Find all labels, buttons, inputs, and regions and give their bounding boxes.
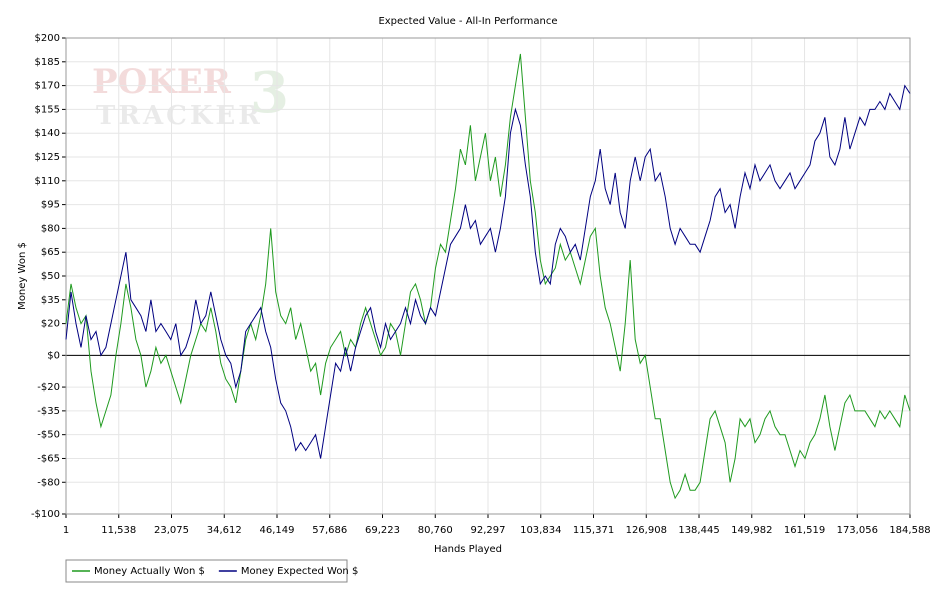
y-tick-label: $140 (35, 128, 60, 139)
legend: Money Actually Won $ Money Expected Won $ (65, 559, 358, 583)
y-tick-label: $200 (35, 33, 60, 44)
chart-title: Expected Value - All-In Performance (378, 16, 557, 27)
y-tick-label: -$65 (37, 453, 60, 464)
legend-label: Money Actually Won $ (94, 566, 205, 577)
x-tick-label: 115,371 (573, 525, 614, 536)
x-tick-label: 184,588 (889, 525, 930, 536)
y-tick-label: -$35 (37, 406, 60, 417)
x-tick-label: 92,297 (471, 525, 506, 536)
x-tick-label: 126,908 (626, 525, 667, 536)
y-tick-label: -$100 (31, 509, 60, 520)
y-tick-label: -$50 (37, 430, 60, 441)
y-tick-label: -$20 (37, 382, 60, 393)
x-tick-label: 34,612 (207, 525, 242, 536)
y-tick-label: $20 (41, 319, 60, 330)
y-tick-label: $35 (41, 295, 60, 306)
x-tick-label: 69,223 (365, 525, 400, 536)
x-tick-label: 23,075 (154, 525, 189, 536)
x-tick-label: 173,056 (837, 525, 878, 536)
y-tick-label: $185 (35, 57, 60, 68)
watermark-text: TRACKER (96, 101, 263, 131)
legend-label: Money Expected Won $ (241, 566, 358, 577)
x-tick-label: 57,686 (312, 525, 347, 536)
watermark-mark: 3 (250, 60, 289, 126)
x-tick-label: 103,834 (520, 525, 561, 536)
series-line (65, 53, 911, 500)
x-tick-label: 138,445 (678, 525, 719, 536)
legend-box (65, 559, 348, 583)
y-axis-label: Money Won $ (17, 242, 28, 310)
y-tick-label: $95 (41, 200, 60, 211)
y-tick-label: $80 (41, 223, 60, 234)
y-tick-label: $125 (35, 152, 60, 163)
y-tick-label: $170 (35, 81, 60, 92)
x-tick-label: 1 (63, 525, 69, 536)
y-tick-label: $0 (47, 350, 60, 361)
y-tick-label: -$80 (37, 477, 60, 488)
y-tick-label: $50 (41, 271, 60, 282)
watermark: POKER TRACKER 3 (92, 60, 289, 131)
y-tick-label: $110 (35, 176, 60, 187)
watermark-text: POKER (92, 62, 232, 102)
x-axis-label: Hands Played (434, 544, 502, 555)
x-tick-label: 80,760 (418, 525, 453, 536)
y-tick-label: $155 (35, 104, 60, 115)
plot-frame (65, 37, 911, 515)
x-tick-label: 11,538 (101, 525, 136, 536)
x-tick-label: 161,519 (784, 525, 825, 536)
x-tick-label: 46,149 (260, 525, 295, 536)
series-line (65, 84, 911, 459)
y-tick-label: $65 (41, 247, 60, 258)
x-tick-label: 149,982 (731, 525, 772, 536)
